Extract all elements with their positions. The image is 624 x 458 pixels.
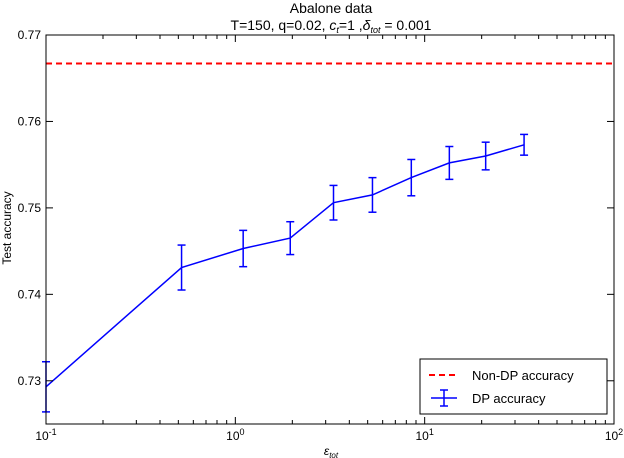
plot-area [42,62,614,413]
legend-box [419,358,608,415]
chart-title-line2: T=150, q=0.02, ct=1 ,δtot = 0.001 [231,17,432,35]
y-tick-label: 0.76 [18,114,42,128]
title-c-value: =1 , [339,17,363,33]
x-tick-label: 101 [415,427,433,443]
legend-dp-label: DP accuracy [472,391,546,406]
x-tick-label: 102 [605,427,623,443]
y-tick-label: 0.77 [18,28,42,42]
x-axis-label: εtot [324,444,339,458]
dp-accuracy-line [45,144,525,388]
x-axis-label-sub: tot [329,451,339,458]
plot-frame [45,34,615,425]
title-c-symbol: c [329,17,336,33]
chart-title-line1: Abalone data [290,0,373,16]
title-delta-value: = 0.001 [380,17,431,33]
y-tick-label: 0.74 [18,287,42,301]
x-axis-label-symbol: ε [324,444,330,458]
title-delta-sub: tot [370,25,381,35]
title-delta-symbol: δ [363,17,371,33]
x-tick-label: 10-1 [35,427,56,443]
title-c-sub: t [336,25,339,35]
y-tick-label: 0.75 [18,201,42,215]
x-tick-label: 100 [226,427,244,443]
legend: Non-DP accuracy DP accuracy [419,358,608,415]
legend-nondp-label: Non-DP accuracy [472,368,574,383]
y-tick-label: 0.73 [18,374,42,388]
axis-ticks: 0.73 0.74 0.75 0.76 0.77 10-1 100 101 102 [18,28,624,443]
y-axis-label: Test accuracy [0,191,14,264]
title-params: T=150, q=0.02, [231,17,330,33]
